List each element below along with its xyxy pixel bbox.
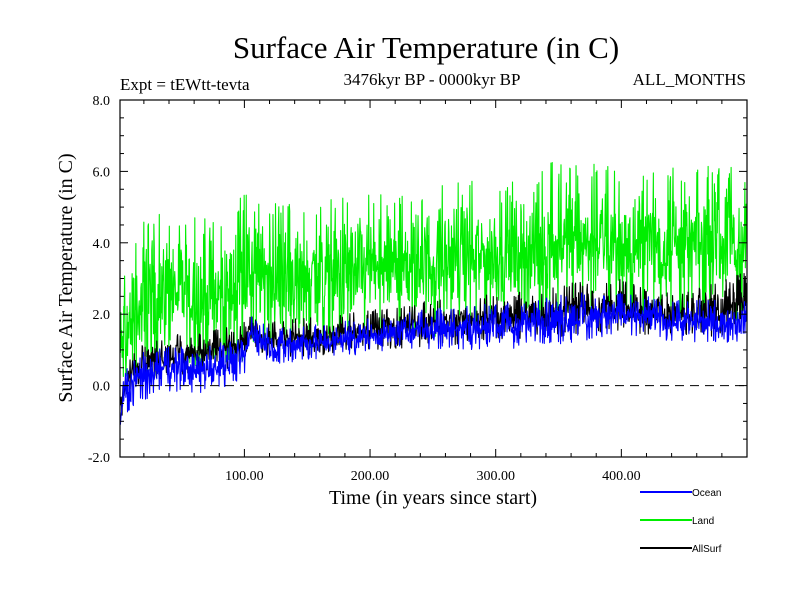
x-tick-label: 300.00 [476, 469, 515, 484]
legend: Ocean Land AllSurf [640, 488, 722, 555]
x-axis-label: Time (in years since start) [329, 487, 537, 509]
y-tick-label: -2.0 [88, 451, 110, 466]
y-tick-label: 6.0 [93, 165, 111, 180]
time-range-label: 3476kyr BP - 0000kyr BP [344, 70, 521, 89]
y-axis: -2.0 0.0 2.0 4.0 6.0 8.0 [88, 94, 747, 466]
x-tick-label: 200.00 [351, 469, 390, 484]
y-tick-label: 4.0 [93, 237, 111, 252]
x-tick-label: 400.00 [602, 469, 641, 484]
x-tick-label: 100.00 [225, 469, 264, 484]
experiment-label: Expt = tEWtt-tevta [120, 75, 250, 94]
series-layer [120, 162, 747, 425]
series-line-ocean [120, 292, 747, 425]
legend-label-land: Land [692, 516, 714, 527]
x-axis: 100.00 200.00 300.00 400.00 [143, 100, 723, 484]
y-tick-label: 0.0 [93, 380, 111, 395]
chart-title: Surface Air Temperature (in C) [233, 30, 619, 65]
y-tick-label: 8.0 [93, 94, 111, 109]
legend-label-allsurf: AllSurf [692, 544, 722, 555]
legend-label-ocean: Ocean [692, 488, 721, 499]
months-label: ALL_MONTHS [633, 70, 746, 89]
y-axis-label: Surface Air Temperature (in C) [55, 153, 77, 402]
y-tick-label: 2.0 [93, 308, 111, 323]
series-line-allsurf [120, 272, 747, 416]
